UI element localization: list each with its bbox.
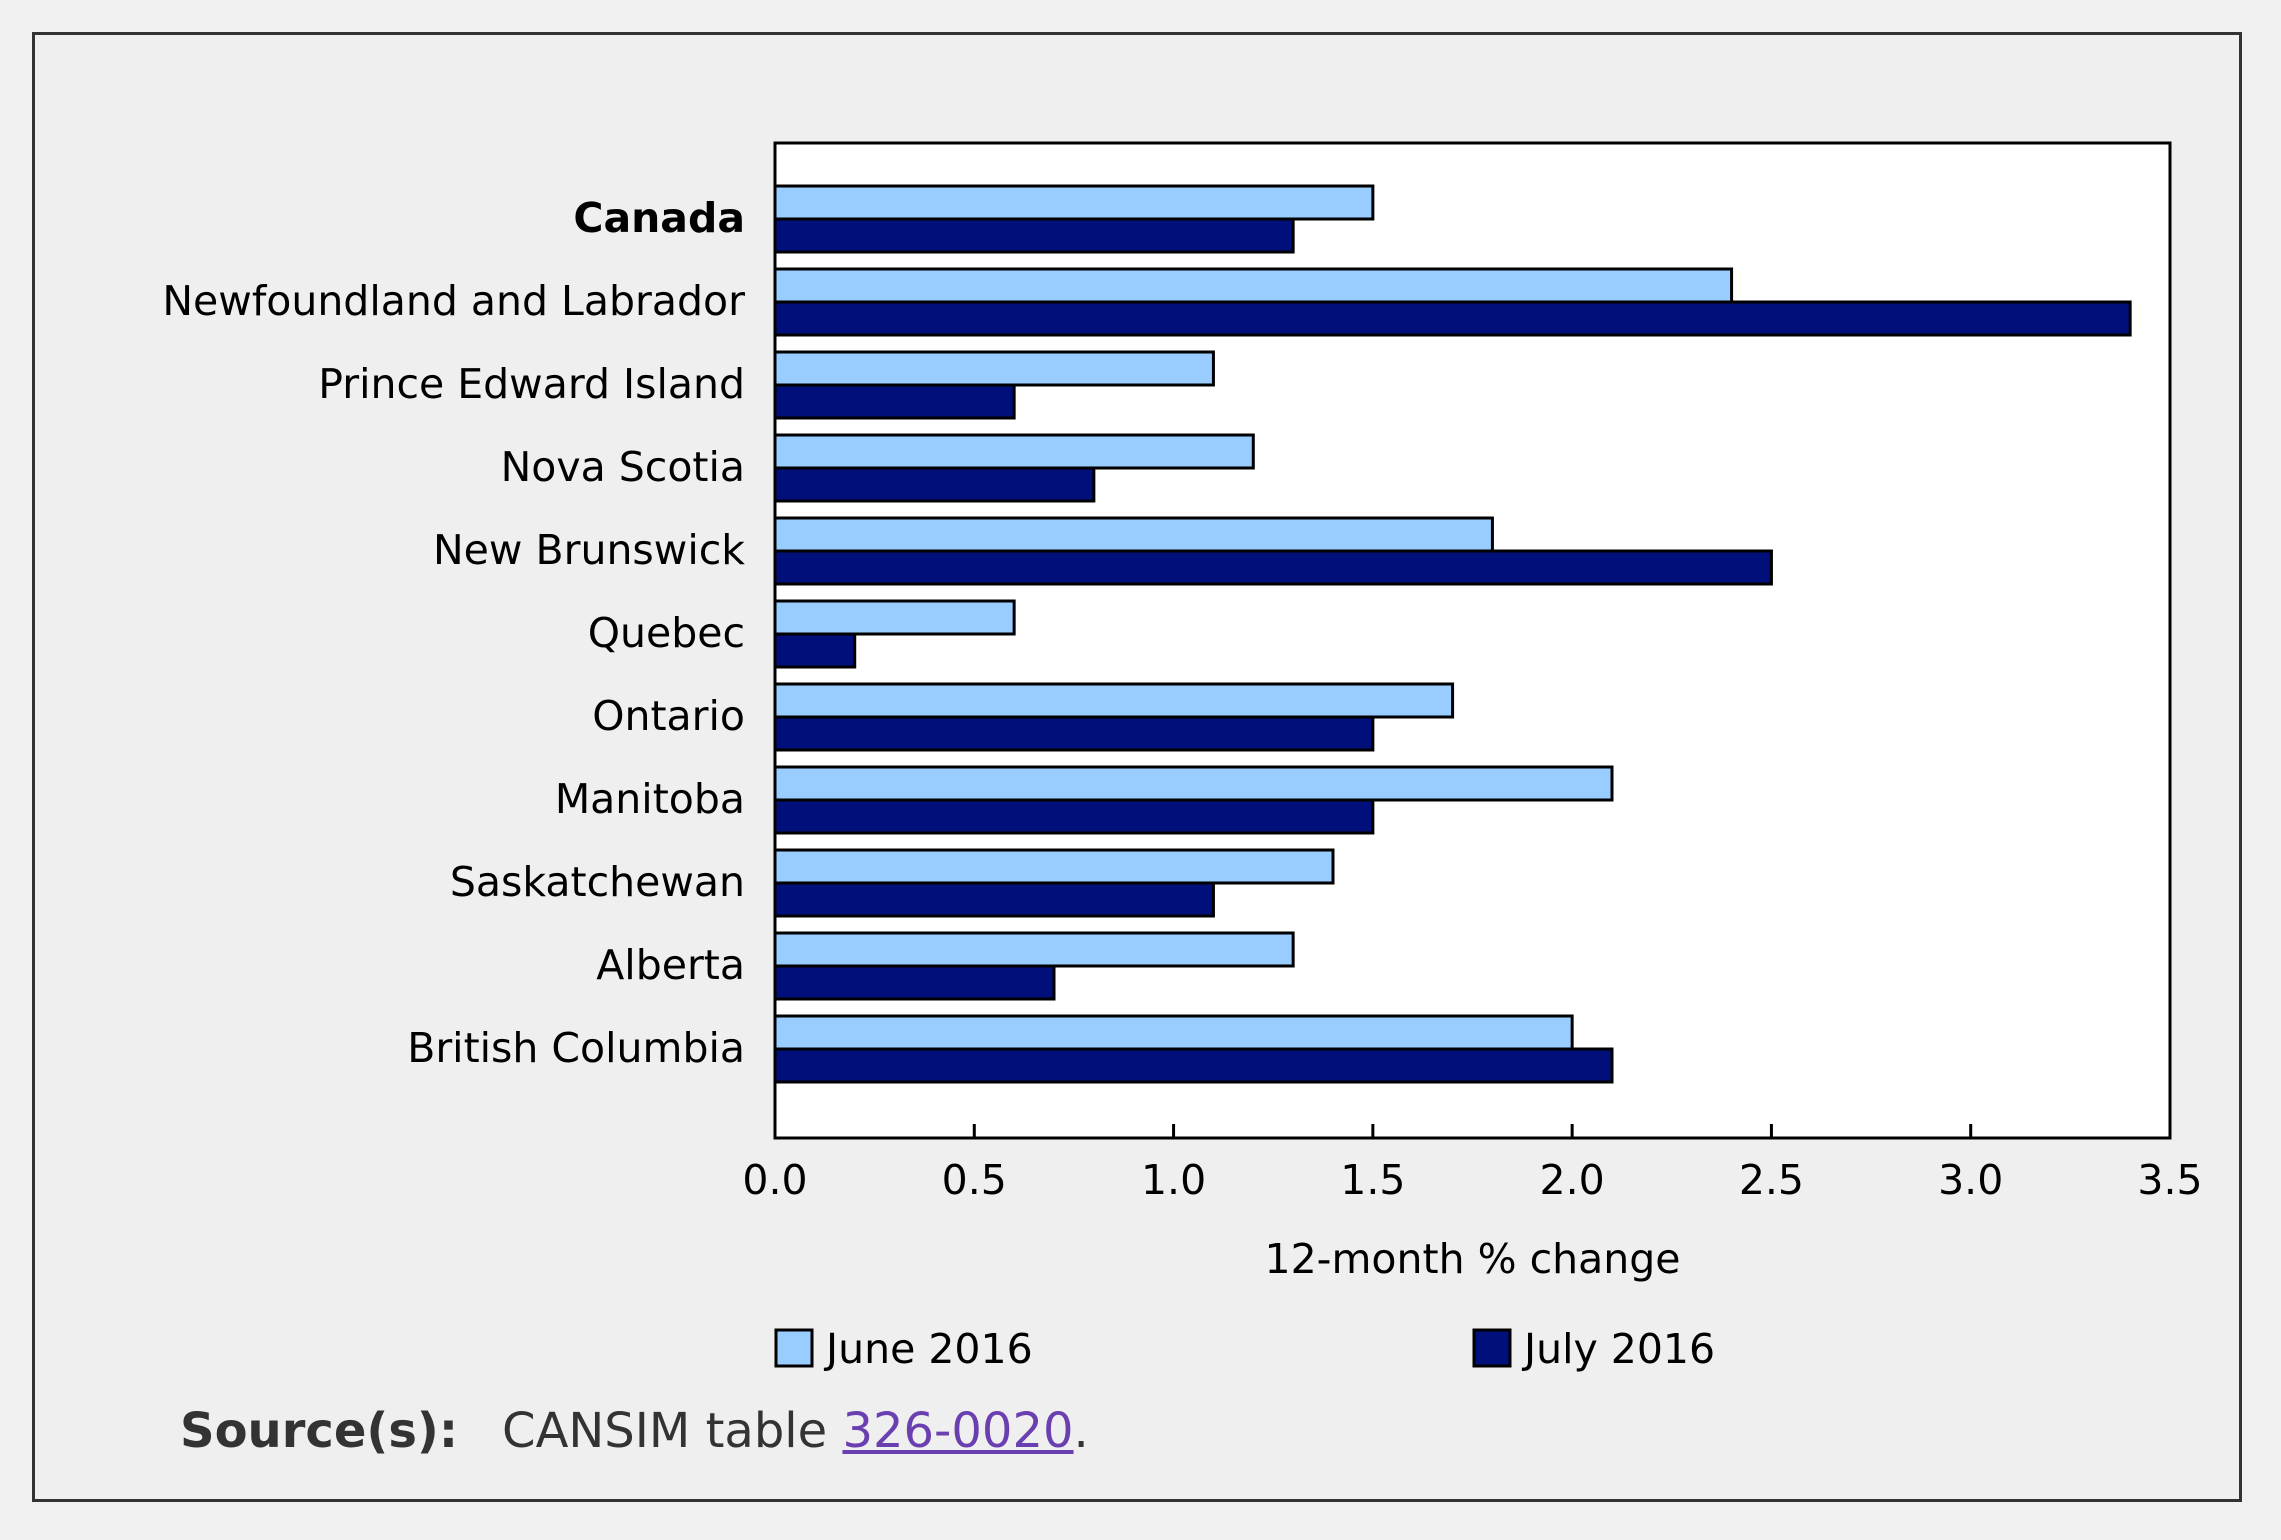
category-label: Alberta (596, 941, 745, 989)
x-tick-label: 1.0 (1141, 1156, 1206, 1204)
x-tick-label: 0.0 (742, 1156, 807, 1204)
source-label: Source(s): (180, 1403, 459, 1459)
category-label: Prince Edward Island (318, 360, 745, 408)
category-label: Manitoba (555, 775, 745, 823)
source-line: Source(s): CANSIM table 326-0020. (180, 1407, 1089, 1455)
category-label: Canada (573, 194, 745, 242)
legend-label-july: July 2016 (1521, 1325, 1715, 1373)
bar-july-new-brunswick (773, 549, 1773, 586)
bar-july-alberta (773, 964, 1056, 1001)
x-tick-label: 3.0 (1938, 1156, 2003, 1204)
x-tick-label: 2.5 (1739, 1156, 1804, 1204)
x-tick-label: 3.5 (2137, 1156, 2202, 1204)
bar-june-newfoundland-and-labrador (773, 267, 1734, 304)
bar-june-canada (773, 184, 1375, 221)
bar-july-saskatchewan (773, 881, 1215, 918)
bar-july-nova-scotia (773, 466, 1096, 503)
bar-june-prince-edward-island (773, 350, 1215, 387)
legend-swatch-june (774, 1328, 814, 1368)
bar-july-quebec (773, 632, 857, 669)
category-label: Saskatchewan (450, 858, 745, 906)
category-labels: Canada Newfoundland and Labrador Prince Ed… (162, 194, 745, 1072)
source-link[interactable]: 326-0020 (842, 1403, 1074, 1459)
x-tick-label: 0.5 (942, 1156, 1007, 1204)
legend: June 2016 July 2016 (774, 1325, 1715, 1373)
bar-june-british-columbia (773, 1014, 1574, 1051)
source-suffix: . (1073, 1403, 1089, 1459)
bar-july-ontario (773, 715, 1375, 752)
category-label: Newfoundland and Labrador (162, 277, 745, 325)
bar-july-manitoba (773, 798, 1375, 835)
x-axis-label: 12-month % change (1265, 1235, 1681, 1283)
category-label: Quebec (588, 609, 745, 657)
x-tick-label: 1.5 (1340, 1156, 1405, 1204)
category-label: Nova Scotia (501, 443, 745, 491)
bar-june-alberta (773, 931, 1295, 968)
bar-june-quebec (773, 599, 1016, 636)
bar-june-nova-scotia (773, 433, 1255, 470)
bar-june-ontario (773, 682, 1455, 719)
bar-july-prince-edward-island (773, 383, 1016, 420)
bar-june-manitoba (773, 765, 1614, 802)
bars-layer (773, 184, 2132, 1084)
bar-july-canada (773, 217, 1295, 254)
legend-label-june: June 2016 (823, 1325, 1033, 1373)
x-tick-label: 2.0 (1540, 1156, 1605, 1204)
bar-july-british-columbia (773, 1047, 1614, 1084)
bar-june-new-brunswick (773, 516, 1494, 553)
x-axis-ticks: 0.0 0.5 1.0 1.5 2.0 2.5 3.0 3.5 (742, 1124, 2203, 1204)
legend-swatch-july (1472, 1328, 1512, 1368)
category-label: Ontario (592, 692, 745, 740)
source-text: CANSIM table (502, 1403, 828, 1459)
bar-july-newfoundland-and-labrador (773, 300, 2132, 337)
bar-june-saskatchewan (773, 848, 1335, 885)
category-label: British Columbia (407, 1024, 745, 1072)
category-label: New Brunswick (433, 526, 745, 574)
